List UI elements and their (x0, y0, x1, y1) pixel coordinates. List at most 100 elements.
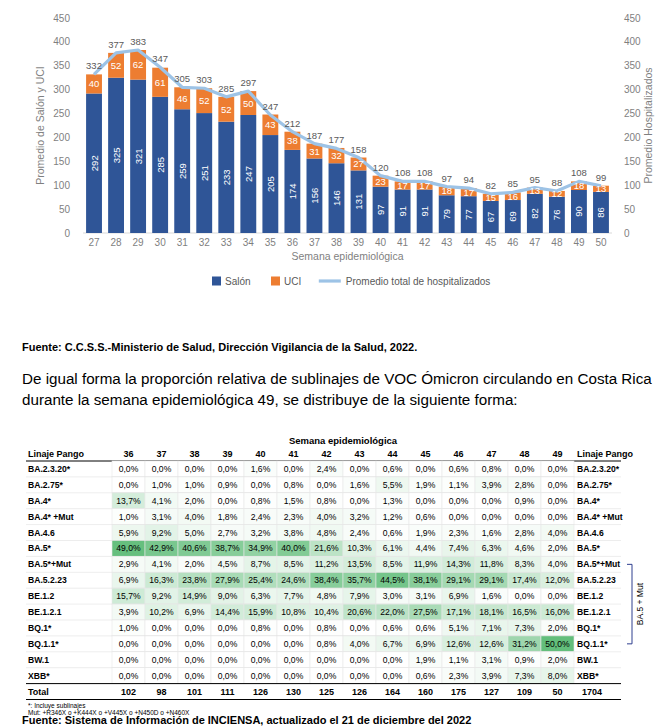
cell-bg (112, 652, 145, 668)
total-cell: 130 (286, 687, 301, 697)
cell-bg (277, 588, 310, 604)
cell-bg (112, 556, 145, 572)
bar (329, 163, 345, 233)
cell-bg (541, 477, 574, 493)
cell-bg (310, 652, 343, 668)
data-label: 108 (395, 167, 411, 178)
bar (351, 170, 367, 233)
data-label: 174 (287, 184, 298, 200)
column-header: 47 (486, 449, 496, 459)
cell-bg (475, 636, 508, 652)
x-tick-label: 33 (221, 237, 233, 248)
y-tick-label: 250 (53, 108, 70, 119)
cell: 16,0% (545, 607, 570, 617)
cell-bg (442, 668, 475, 684)
cell-bg (211, 461, 244, 477)
data-label: 285 (218, 83, 234, 94)
cell: 1,6% (350, 480, 370, 490)
y2-tick-label: 250 (624, 108, 641, 119)
cell-bg (310, 461, 343, 477)
cell: 3,1% (482, 655, 502, 665)
cell: 0,0% (185, 671, 205, 681)
y2-tick-label: 300 (624, 84, 641, 95)
cell: 4,0% (350, 639, 370, 649)
data-label: 205 (265, 176, 276, 192)
cell: 40,6% (182, 543, 207, 553)
data-label: 120 (373, 162, 389, 173)
cell-bg (409, 604, 442, 620)
data-label: 325 (111, 147, 122, 163)
row-label: BA.2.75* (28, 480, 64, 490)
data-label: 18 (441, 185, 452, 196)
cell: 3,1% (152, 512, 172, 522)
cell-bg (508, 572, 541, 588)
cell: 0,0% (317, 655, 337, 665)
axes: 0501001502002503003504004500501001502002… (34, 13, 654, 263)
row-label: BA.5.2.23 (28, 575, 67, 585)
cell-bg (475, 461, 508, 477)
cell: 2,0% (548, 623, 568, 633)
cell: 23,8% (182, 575, 207, 585)
cell-bg (310, 493, 343, 509)
row-label: BA.5.2.23 (577, 575, 616, 585)
y2-tick-label: 400 (624, 36, 641, 47)
cell: 4,0% (317, 512, 337, 522)
cell-bg (310, 572, 343, 588)
data-label: 292 (89, 155, 100, 171)
cell: 4,5% (218, 559, 238, 569)
bar (174, 87, 190, 109)
cell-bg (112, 525, 145, 541)
cell-bg (376, 461, 409, 477)
cell: 0,0% (350, 671, 370, 681)
cell: 0,0% (119, 480, 139, 490)
cell-bg (541, 652, 574, 668)
bar (483, 201, 499, 233)
cell: 11,9% (414, 559, 438, 569)
row-label: BA.2.75* (577, 480, 613, 490)
cell: 2,0% (548, 543, 568, 553)
cell: 1,6% (251, 464, 271, 474)
total-cell: 160 (418, 687, 433, 697)
cell-bg (442, 477, 475, 493)
cell-bg (541, 604, 574, 620)
cell-bg (442, 541, 475, 557)
cell: 7,9% (350, 591, 370, 601)
page: 0501001502002503003504004500501001502002… (0, 0, 667, 728)
data-label: 88 (552, 177, 563, 188)
cell: 0,8% (317, 639, 337, 649)
total-cell: 111 (220, 687, 234, 697)
column-header: 38 (189, 449, 199, 459)
data-label: 91 (397, 206, 408, 217)
data-label: 91 (419, 206, 430, 217)
cell-bg (409, 556, 442, 572)
cell-bg (409, 572, 442, 588)
x-tick-label: 43 (441, 237, 453, 248)
column-header: 46 (453, 449, 463, 459)
cell: 12,6% (446, 639, 471, 649)
data-label: 27 (353, 158, 364, 169)
cell: 0,0% (317, 671, 337, 681)
cell-bg (508, 477, 541, 493)
cell: 0,0% (218, 496, 238, 506)
legend-label: Salón (225, 276, 251, 287)
total-cell: 102 (121, 687, 136, 697)
cell: 0,0% (251, 480, 271, 490)
cell: 3,8% (284, 528, 304, 538)
cell: 6,9% (185, 607, 205, 617)
row-label: BE.1.2 (577, 591, 603, 601)
column-header: 44 (387, 449, 397, 459)
bar (86, 93, 102, 233)
total-cell: 50 (552, 687, 562, 697)
cell-bg (541, 572, 574, 588)
cell: 24,6% (281, 575, 306, 585)
cell: 6,7% (383, 639, 403, 649)
data-label: 13 (596, 183, 607, 194)
cell-bg (145, 668, 178, 684)
cell: 1,1% (449, 655, 469, 665)
cell-bg (112, 493, 145, 509)
data-label: 156 (309, 188, 320, 204)
cell: 2,4% (350, 528, 370, 538)
table-title: Semana epidemiológica (289, 435, 398, 446)
bar (86, 74, 102, 93)
cell: 4,0% (548, 559, 568, 569)
